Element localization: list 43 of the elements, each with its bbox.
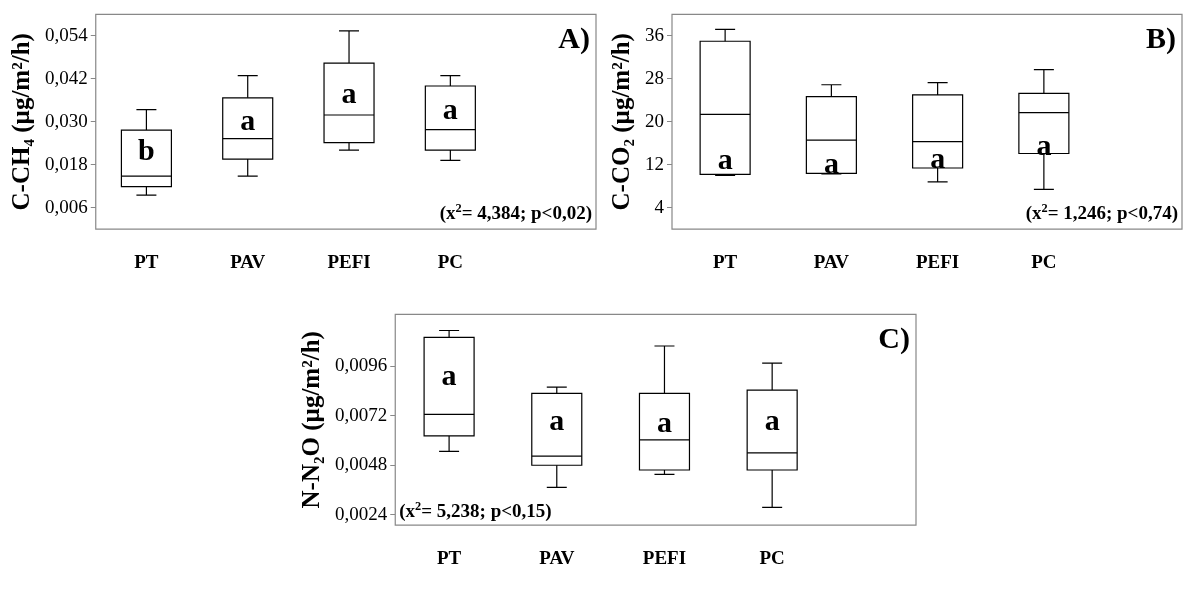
annotation: a [823,146,839,180]
y-axis-title: C-CH₄ (µg/m²/h) [7,33,36,211]
annotation: a [717,141,733,175]
x-tick-label: PAV [539,546,575,568]
annotation: b [138,133,155,167]
y-tick-label: 0,0096 [335,354,388,376]
x-tick-label: PEFI [915,250,960,272]
y-tick-label: 4 [654,195,665,217]
annotation: a [549,402,565,436]
x-tick-label: PEFI [327,250,371,272]
x-tick-label: PT [712,250,738,272]
x-tick-label: PC [759,546,785,568]
x-tick-label: PT [134,250,159,272]
annotation: a [341,75,357,109]
y-tick-label: 0,018 [45,152,88,174]
y-axis-title: C-CO₂ (µg/m²/h) [607,33,636,211]
annotation: a [930,141,946,175]
y-tick-label: 0,042 [45,66,88,88]
y-tick-label: 0,0024 [335,502,388,524]
annotation: C) [878,321,910,356]
text: A) [558,21,590,56]
y-tick-label: 36 [645,23,664,45]
x-tick-label: PT [436,546,462,568]
y-tick-label: 0,054 [45,23,89,45]
y-tick-label: 0,030 [45,109,88,131]
y-tick-label: 20 [645,109,664,131]
y-tick-label: 12 [645,152,664,174]
x-tick-label: PC [1031,250,1057,272]
y-tick-label: 0,006 [45,195,88,217]
annotation: a [441,357,457,391]
y-tick-label: 28 [645,66,664,88]
x-tick-label: PAV [813,250,850,272]
annotation: a [656,404,672,438]
x-tick-label: PC [437,250,464,272]
annotation: a [764,402,780,436]
y-axis-title: N-N₂O (µg/m²/h) [297,331,326,509]
annotation: a [442,92,458,126]
x-tick-label: PEFI [642,546,687,568]
y-tick-label: 0,0072 [335,403,388,425]
x-tick-label: PAV [230,250,266,272]
y-tick-label: 0,0048 [335,453,388,475]
annotation: B) [1146,21,1176,56]
annotation: a [240,103,256,137]
